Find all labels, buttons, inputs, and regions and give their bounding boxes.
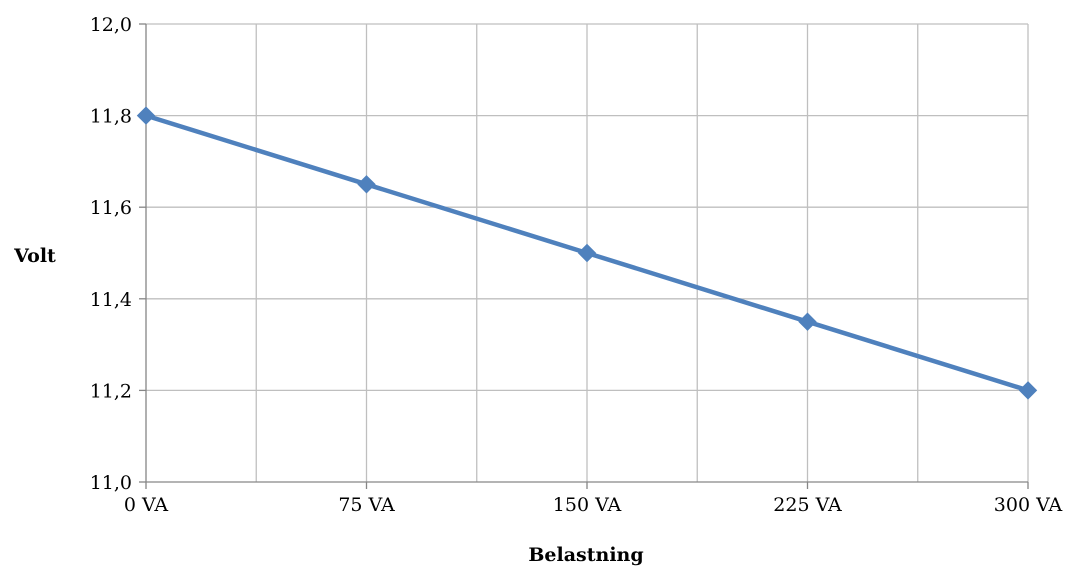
data-point-marker	[1018, 381, 1038, 400]
x-axis-title: Belastning	[528, 544, 643, 566]
y-tick-label: 11,0	[90, 472, 132, 494]
grid-lines	[146, 23, 1029, 482]
x-tick-label: 300 VA	[994, 494, 1063, 516]
y-tick-label: 11,2	[90, 380, 132, 402]
x-tick-label: 150 VA	[553, 494, 622, 516]
y-tick-labels: 11,0 11,2 11,4 11,6 11,8 12,0	[90, 14, 132, 494]
data-point-marker	[136, 106, 156, 125]
y-tick-label: 11,4	[90, 289, 132, 311]
data-point-marker	[798, 312, 817, 331]
y-tick-label: 12,0	[90, 14, 132, 36]
data-point-marker	[357, 175, 376, 194]
y-tick-label: 11,6	[90, 197, 132, 219]
y-tick-label: 11,8	[90, 106, 132, 128]
x-tick-label: 225 VA	[773, 494, 842, 516]
x-tick-labels: 0 VA 75 VA 150 VA 225 VA 300 VA	[124, 494, 1063, 516]
x-tick-label: 0 VA	[124, 494, 169, 516]
data-point-marker	[577, 243, 597, 263]
x-tick-label: 75 VA	[338, 494, 395, 516]
y-axis-title: Volt	[13, 245, 56, 267]
axes	[139, 23, 1029, 489]
series-layer	[136, 106, 1038, 400]
